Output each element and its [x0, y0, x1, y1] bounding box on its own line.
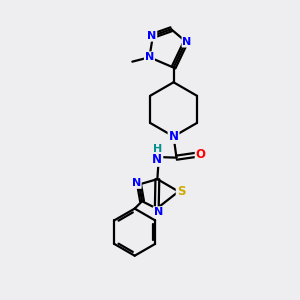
Text: N: N	[154, 207, 163, 217]
Text: N: N	[152, 153, 162, 166]
Text: N: N	[182, 37, 192, 46]
Text: N: N	[147, 31, 156, 41]
Text: H: H	[153, 144, 162, 154]
Text: N: N	[169, 130, 178, 143]
Text: S: S	[177, 185, 185, 198]
Text: N: N	[131, 178, 141, 188]
Text: O: O	[196, 148, 206, 161]
Text: N: N	[145, 52, 154, 62]
